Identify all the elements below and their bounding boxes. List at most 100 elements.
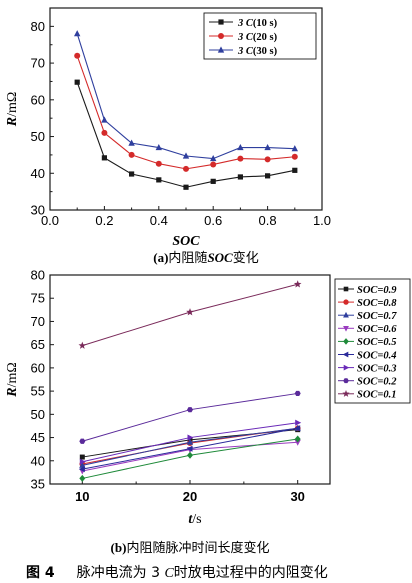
panel-b-legend-label-2: SOC=0.8 <box>357 298 397 309</box>
panel-b-legend-label-4: SOC=0.6 <box>357 324 397 335</box>
panel-a-x-tick-label: 0.4 <box>150 213 168 228</box>
panel-a-y-tick-label: 70 <box>31 56 45 71</box>
panel-a-x-tick-label: 0.0 <box>41 213 59 228</box>
panel-b-caption-label: (b) <box>111 540 127 555</box>
panel-a-legend-label-1-rest: (10 s) <box>253 18 278 29</box>
panel-a-series-3-point <box>74 30 81 37</box>
panel-a-series-2-point <box>101 129 108 136</box>
figure-caption-number: 图 4 <box>26 565 55 581</box>
panel-a-series-1-point <box>183 184 189 190</box>
panel-b-caption: (b)内阻随脉冲时间长度变化 <box>111 540 270 555</box>
panel-a-series-2-point <box>183 165 189 172</box>
panel-b-series-8-point <box>294 390 301 397</box>
panel-a-legend-marker-1 <box>218 19 224 25</box>
panel-a-series-3-point <box>182 152 190 159</box>
panel-b-series-5-point <box>187 451 193 459</box>
panel-b-legend: SOC=0.9 SOC=0.8 SOC=0.7 SOC=0.6 SOC=0.5 SOC=0… <box>334 278 411 404</box>
panel-a-series-2-point <box>264 156 271 163</box>
panel-a-legend-label-3-num: 3 <box>237 46 246 57</box>
figure-caption: 图 4 脉冲电流为 3 C时放电过程中的内阻变化 <box>26 565 328 581</box>
panel-b-legend-marker-5 <box>343 338 349 345</box>
panel-b-series-9-point <box>293 280 302 288</box>
panel-b-legend-marker-6 <box>342 351 349 358</box>
panel-a-x-tick-label: 0.6 <box>204 213 222 228</box>
panel-a-y-tick-label: 40 <box>31 166 45 181</box>
panel-b-x-tick-label: 30 <box>290 489 304 504</box>
panel-a-series-1-point <box>129 171 135 177</box>
panel-b-y-tick-label: 50 <box>31 407 45 422</box>
panel-b-series-8-point <box>187 407 193 413</box>
panel-b-y-tick-label: 35 <box>31 477 45 492</box>
panel-a-y-axis-label-unit: /mΩ <box>5 92 20 117</box>
panel-b-caption-text: 内阻随脉冲时间长度变化 <box>126 540 269 555</box>
panel-a-series-1-point <box>265 173 271 179</box>
panel-b-series-5-point <box>79 474 86 482</box>
panel-b-x-axis-label-unit: /s <box>192 512 201 527</box>
panel-a-series-1-point <box>237 174 243 180</box>
panel-a-x-tick-label: 0.8 <box>259 213 277 228</box>
panel-a-series-3-point <box>128 139 135 146</box>
panel-a-series-1-point <box>101 155 107 161</box>
panel-b-series-8-point <box>79 438 86 444</box>
panel-b-y-tick-label: 45 <box>31 430 45 445</box>
panel-b-legend-marker-9 <box>342 390 350 397</box>
panel-b-y-tick-label: 65 <box>31 337 45 352</box>
panel-b-legend-label-8: SOC=0.2 <box>357 377 397 388</box>
panel-a-series-1-point <box>156 177 162 183</box>
panel-a-legend-label-1-num: 3 <box>237 18 246 29</box>
panel-a-legend-label-3-rest: (30 s) <box>253 46 278 57</box>
panel-a-series-3-point <box>291 145 298 152</box>
panel-b-legend-marker-8 <box>343 378 349 384</box>
panel-b-x-tick-label: 20 <box>183 489 197 504</box>
panel-a-y-tick-label: 80 <box>31 19 45 34</box>
panel-a-series-3-point <box>101 116 108 123</box>
panel-b-legend-marker-4 <box>343 326 349 332</box>
panel-b-series-9-point <box>186 308 194 316</box>
figure-caption-c: C <box>164 566 174 581</box>
panel-b-legend-label-6: SOC=0.4 <box>357 350 397 361</box>
panel-a-legend: 3 C(10 s)3 C(20 s)3 C(30 s) <box>203 12 317 60</box>
panel-b-series-4-point <box>294 439 301 446</box>
panel-a-legend-label-3: 3 C(30 s) <box>237 46 278 57</box>
panel-a-series-2-point <box>155 160 162 167</box>
panel-b-series-7-point <box>79 458 86 465</box>
panel-b-y-axis-label-symbol: R <box>5 387 20 397</box>
panel-a-chart: 0.0 0.2 0.4 0.6 0.8 1.0 30 40 50 60 70 80 SOC R/mΩ 3 C… <box>5 7 331 249</box>
panel-b-series-5-point <box>294 435 301 443</box>
panel-a-y-tick-label: 60 <box>31 92 45 107</box>
panel-a-legend-label-3-c: C <box>246 46 254 57</box>
panel-b-series-line-3 <box>82 427 298 466</box>
panel-a-x-axis-label: SOC <box>172 234 200 249</box>
panel-b-y-axis-label-unit: /mΩ <box>5 362 20 387</box>
panel-a-series-3-point <box>210 154 217 162</box>
panel-b-legend-label-3: SOC=0.7 <box>357 311 397 322</box>
panel-a-legend-label-2-num: 3 <box>237 32 246 43</box>
panel-a-caption-soc: SOC <box>207 250 233 265</box>
panel-b-series-3-point <box>186 438 194 445</box>
panel-a-legend-label-2-c: C <box>246 32 254 43</box>
panel-a-series-2-point <box>74 52 81 59</box>
panel-b-y-tick-label: 75 <box>31 291 45 306</box>
panel-b-y-tick-label: 40 <box>31 453 45 468</box>
panel-b-series-7-point <box>295 419 302 426</box>
panel-a-caption-tail: 变化 <box>233 250 259 265</box>
panel-a-y-tick-label: 50 <box>31 129 45 144</box>
panel-a-caption: (a)内阻随SOC变化 <box>153 250 259 265</box>
panel-a-y-tick-label: 30 <box>31 203 45 218</box>
panel-a-series-2-point <box>237 155 244 162</box>
panel-a-series-1-point <box>292 167 298 173</box>
panel-a-legend-marker-2 <box>218 33 224 39</box>
panel-a-y-axis-label: R/mΩ <box>5 92 20 128</box>
panel-b-legend-marker-3 <box>343 311 349 318</box>
panel-a-x-tick-label: 1.0 <box>313 213 331 228</box>
panel-b-legend-label-7: SOC=0.3 <box>357 363 397 374</box>
panel-b-y-tick-label: 55 <box>31 384 45 399</box>
panel-a-series-1-point <box>210 178 216 184</box>
panel-a-series-3-point <box>237 143 244 151</box>
panel-b-y-tick-label: 60 <box>31 360 45 375</box>
panel-b-legend-label-5: SOC=0.5 <box>357 337 397 348</box>
panel-a-caption-text: 内阻随 <box>168 250 207 265</box>
panel-a-legend-label-2-rest: (20 s) <box>253 32 278 43</box>
panel-b-legend-marker-7 <box>343 364 350 371</box>
